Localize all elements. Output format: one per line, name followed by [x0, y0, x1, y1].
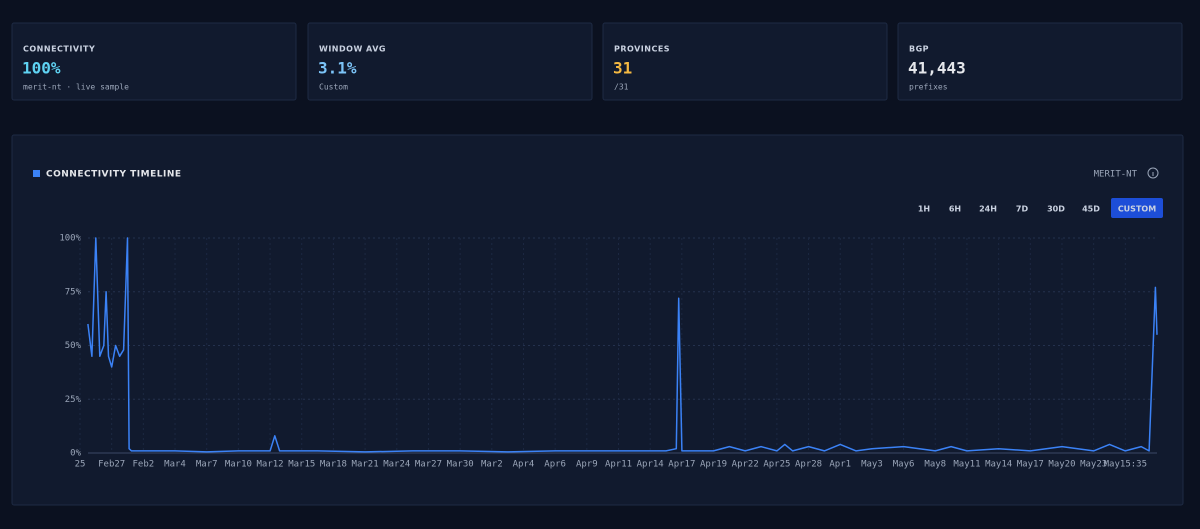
x-tick-label: Apr17 [668, 460, 695, 470]
x-tick-label: Mar4 [164, 460, 186, 470]
x-tick-label: Apr11 [605, 460, 632, 470]
panel-title: CONNECTIVITY TIMELINE [46, 170, 182, 180]
card-value: 31 [613, 59, 632, 78]
card-label: PROVINCES [614, 45, 670, 54]
x-tick-label: May23 [1080, 460, 1107, 470]
card [11, 22, 297, 101]
x-tick-label: Mar2 [481, 460, 503, 470]
card-label: WINDOW AVG [319, 45, 386, 54]
x-tick-label: May8 [924, 460, 946, 470]
y-tick-label: 75% [65, 287, 82, 297]
card-label: CONNECTIVITY [23, 45, 95, 54]
source: MERIT-NT [1094, 170, 1138, 180]
range-button[interactable]: CUSTOM [1118, 205, 1156, 214]
range-button[interactable]: 1H [918, 205, 930, 214]
x-tick-label: Mar15 [288, 460, 315, 470]
x-tick-label: Mar18 [320, 460, 347, 470]
x-tick-label: Mar7 [196, 460, 218, 470]
card [307, 22, 593, 101]
x-tick-label: Mar27 [415, 460, 442, 470]
x-tick-label: Apr25 [763, 460, 790, 470]
x-tick-label: May3 [861, 460, 883, 470]
x-tick-label: May11 [953, 460, 980, 470]
range-button-bg[interactable] [1111, 198, 1163, 218]
x-tick-label: Apr19 [700, 460, 727, 470]
y-tick-label: 100% [59, 234, 81, 244]
card-value: 100% [22, 59, 61, 78]
x-tick-label: Apr4 [513, 460, 535, 470]
card [602, 22, 888, 101]
x-tick-label: May14 [985, 460, 1012, 470]
card-sub: /31 [614, 83, 629, 92]
x-tick-label: May17 [1017, 460, 1044, 470]
x-tick-label: Apr9 [576, 460, 598, 470]
x-tick-label: Apr1 [829, 460, 851, 470]
range-button[interactable]: 45D [1082, 205, 1100, 214]
card-sub: Custom [319, 83, 348, 92]
x-tick-label: Mar12 [257, 460, 284, 470]
x-tick-label: Apr22 [732, 460, 759, 470]
x-tick-label: May20 [1048, 460, 1075, 470]
range-button[interactable]: 7D [1016, 205, 1029, 214]
card-value: 41,443 [908, 59, 966, 78]
x-tick-label: Apr6 [544, 460, 566, 470]
card-sub: merit-nt · live sample [23, 83, 129, 92]
card-label: BGP [909, 45, 929, 54]
range-button[interactable]: 24H [979, 205, 997, 214]
y-tick-label: 0% [70, 449, 81, 459]
x-tick-label: Mar24 [383, 460, 410, 470]
range-button[interactable]: 6H [949, 205, 961, 214]
info-icon[interactable] [1147, 167, 1159, 179]
x-tick-label: May6 [893, 460, 915, 470]
x-tick-label: Feb27 [98, 460, 125, 470]
panel [11, 134, 1184, 506]
card-value: 3.1% [318, 59, 357, 78]
x-tick-label: Feb2 [133, 460, 155, 470]
y-tick-label: 25% [65, 395, 82, 405]
y-tick-label: 50% [65, 341, 82, 351]
x-tick-label: Apr28 [795, 460, 822, 470]
x-tick-label: 25 [75, 460, 86, 470]
x-tick-label: Apr14 [637, 460, 664, 470]
x-tick-label: Mar21 [352, 460, 379, 470]
range-button[interactable]: 30D [1047, 205, 1065, 214]
card [897, 22, 1183, 101]
x-tick-label: May15:35 [1104, 460, 1147, 470]
title-icon [33, 170, 40, 177]
x-tick-label: Mar10 [225, 460, 252, 470]
x-tick-label: Mar30 [447, 460, 474, 470]
connectivity-line [87, 237, 1158, 453]
card-sub: prefixes [909, 83, 948, 92]
